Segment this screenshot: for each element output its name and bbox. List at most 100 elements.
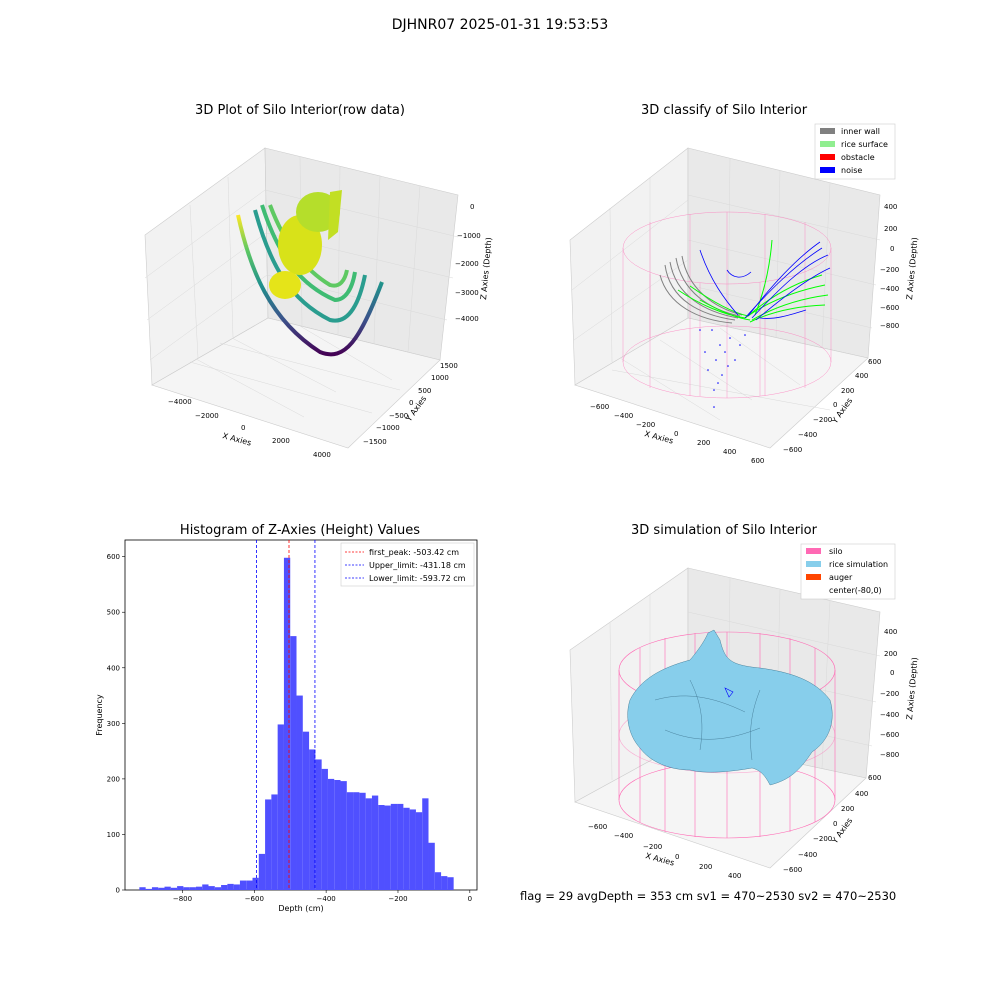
simulation-y-tick: −400: [798, 851, 817, 859]
simulation-y-tick: 200: [841, 805, 854, 813]
simulation-z-ticks: 400 200 0 −200 −400 −600 −800: [880, 628, 899, 759]
histogram-bar: [277, 724, 284, 890]
histogram-bar: [384, 805, 391, 890]
histogram-bar: [409, 809, 416, 890]
histogram-bar: [258, 853, 266, 890]
classify-3d-axes: [569, 147, 881, 449]
legend-label: inner wall: [841, 127, 880, 136]
simulation-x-tick: 0: [675, 853, 679, 861]
simulation-z-tick: −800: [880, 751, 899, 759]
histogram-x-tick-label: −200: [388, 895, 407, 903]
histogram-bar: [359, 792, 366, 890]
raw-z-tick: −2000: [455, 260, 479, 268]
raw-z-tick: 0: [470, 203, 474, 211]
simulation-plot-title: 3D simulation of Silo Interior: [631, 523, 817, 538]
figure-title: DJHNR07 2025-01-31 19:53:53: [391, 17, 609, 33]
classify-x-label: X Axies: [643, 429, 674, 445]
histogram-y-ticks: 0 100 200 300 400 500 600: [107, 553, 125, 895]
histogram-y-tick-label: 300: [107, 720, 120, 728]
legend-swatch-noise: [820, 167, 835, 173]
legend-label: silo: [829, 547, 843, 556]
simulation-x-label: X Axies: [644, 851, 675, 867]
classify-y-tick: −400: [798, 431, 817, 439]
histogram-bar: [428, 842, 435, 890]
histogram-bar: [353, 792, 360, 890]
legend-label: Lower_limit: -593.72 cm: [369, 574, 466, 583]
histogram-bar: [177, 886, 184, 890]
histogram-bar: [415, 812, 423, 890]
simulation-y-tick: −600: [783, 866, 802, 874]
histogram-bar: [321, 768, 328, 890]
histogram-bar: [422, 798, 429, 890]
simulation-y-tick: −200: [813, 835, 832, 843]
raw-x-tick: 0: [241, 424, 245, 432]
classify-y-tick: 200: [841, 387, 854, 395]
histogram-bar: [271, 794, 278, 890]
raw-z-tick: −3000: [455, 289, 479, 297]
histogram-bar: [183, 887, 190, 890]
classify-y-tick: 0: [833, 401, 837, 409]
histogram-bar: [195, 886, 203, 890]
histogram-y-tick-label: 500: [107, 609, 120, 617]
histogram-y-tick-label: 100: [107, 831, 120, 839]
classify-z-tick: −600: [880, 304, 899, 312]
histogram-bar: [296, 695, 303, 890]
legend-swatch-rice-simulation: [806, 561, 821, 567]
histogram-y-tick-label: 200: [107, 775, 120, 783]
legend-swatch-auger: [806, 574, 821, 580]
classify-x-tick: −200: [636, 421, 655, 429]
histogram-x-tick-label: 0: [468, 895, 472, 903]
histogram-bar: [340, 781, 347, 890]
classify-x-tick: −400: [614, 412, 633, 420]
histogram-x-tick-label: −800: [173, 895, 192, 903]
histogram-bar: [365, 798, 372, 890]
histogram-legend: first_peak: -503.42 cm Upper_limit: -431…: [340, 542, 475, 587]
classify-y-ticks: 600 400 200 0 −200 −400 −600: [783, 358, 881, 454]
raw-y-tick: 1000: [431, 374, 449, 382]
raw-x-tick: 2000: [272, 437, 290, 445]
histogram-bar: [283, 557, 291, 890]
raw-z-ticks: 0 −1000 −2000 −3000 −4000: [455, 203, 481, 323]
classify-legend: inner wall rice surface obstacle noise: [814, 123, 896, 180]
simulation-y-tick: 600: [868, 774, 881, 782]
legend-label: rice simulation: [829, 560, 888, 569]
raw-x-tick: −2000: [195, 412, 219, 420]
raw-y-ticks: 1500 1000 500 0 −500 −1000 −1500: [363, 362, 458, 446]
histogram-bar: [346, 792, 354, 890]
histogram-y-tick-label: 600: [107, 553, 120, 561]
histogram-bar: [139, 887, 146, 890]
simulation-x-ticks: −600 −400 −200 0 200 400: [588, 823, 741, 880]
legend-swatch-inner-wall: [820, 128, 835, 134]
legend-label: noise: [841, 166, 862, 175]
simulation-z-tick: 200: [884, 650, 897, 658]
histogram-bar: [246, 880, 253, 890]
raw-y-tick: −1500: [363, 438, 387, 446]
classify-z-tick: 400: [884, 203, 897, 211]
histogram-bar: [239, 880, 247, 890]
histogram-bar: [208, 886, 215, 890]
histogram-y-label: Frequency: [95, 694, 104, 736]
histogram-bar: [334, 780, 341, 890]
histogram-bar: [151, 887, 159, 890]
classify-x-tick: 400: [723, 448, 736, 456]
legend-label: rice surface: [841, 140, 888, 149]
classify-y-tick: −200: [813, 416, 832, 424]
raw-z-label: Z Axies (Depth): [479, 237, 493, 300]
histogram-bar: [397, 803, 404, 890]
classify-y-tick: −600: [783, 446, 802, 454]
histogram-bar: [252, 877, 259, 890]
classify-x-tick: 600: [751, 457, 764, 465]
histogram-bar: [378, 805, 385, 890]
legend-label: first_peak: -503.42 cm: [369, 548, 459, 557]
classify-z-tick: −200: [880, 266, 899, 274]
histogram-reference-lines: [256, 540, 316, 890]
simulation-z-tick: −400: [880, 711, 899, 719]
histogram-bar: [145, 888, 152, 890]
histogram-bar: [327, 778, 335, 890]
histogram-bar: [221, 885, 228, 890]
histogram-bar: [390, 803, 398, 890]
raw-x-tick: −4000: [168, 398, 192, 406]
legend-swatch-rice-surface: [820, 141, 835, 147]
simulation-y-tick: 0: [833, 820, 837, 828]
classify-noise-points: [699, 329, 746, 408]
